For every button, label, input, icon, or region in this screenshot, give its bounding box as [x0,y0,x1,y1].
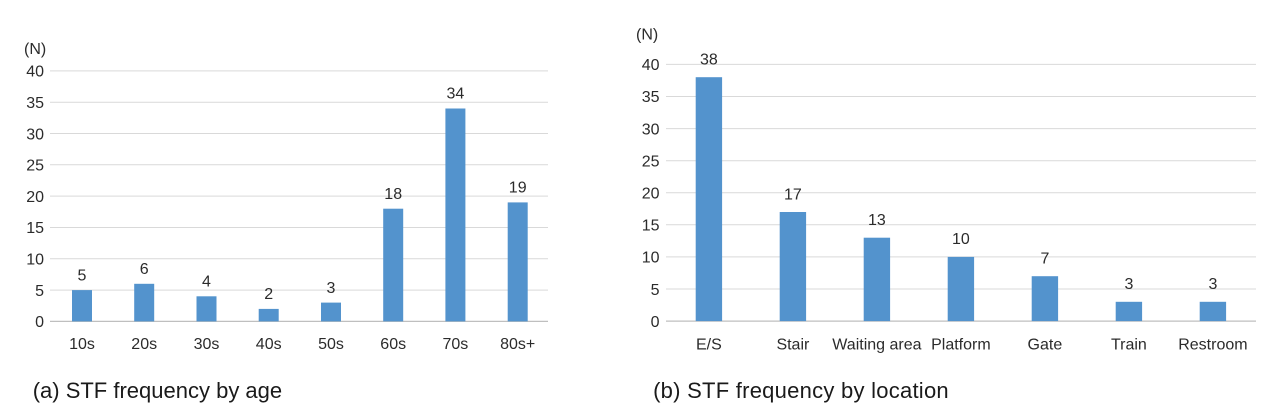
svg-text:30: 30 [26,126,44,143]
svg-text:6: 6 [140,261,149,278]
svg-text:13: 13 [868,212,886,229]
svg-text:38: 38 [700,52,718,69]
svg-text:3: 3 [1124,276,1133,293]
svg-text:30s: 30s [194,336,220,353]
svg-text:7: 7 [1040,250,1049,267]
svg-text:35: 35 [642,89,660,106]
svg-text:15: 15 [26,220,44,237]
svg-text:25: 25 [642,153,660,170]
svg-text:40: 40 [642,57,660,74]
svg-text:70s: 70s [443,336,469,353]
svg-text:25: 25 [26,158,44,175]
svg-text:50s: 50s [318,336,344,353]
svg-text:34: 34 [447,86,465,103]
svg-text:(N): (N) [24,41,46,58]
svg-text:E/S: E/S [696,336,722,353]
svg-text:40s: 40s [256,336,282,353]
svg-text:0: 0 [651,314,660,331]
svg-text:80s+: 80s+ [500,336,535,353]
svg-text:(b) STF frequency by location: (b) STF frequency by location [653,378,949,403]
svg-text:19: 19 [509,180,527,197]
svg-text:2: 2 [264,286,273,303]
svg-text:(N): (N) [636,27,658,44]
svg-text:10s: 10s [69,336,95,353]
svg-text:Stair: Stair [776,336,810,353]
svg-text:18: 18 [384,186,402,203]
svg-text:10: 10 [952,231,970,248]
svg-text:5: 5 [35,283,44,300]
svg-text:30: 30 [642,121,660,138]
svg-text:3: 3 [327,280,336,297]
svg-text:20: 20 [26,189,44,206]
svg-text:3: 3 [1208,276,1217,293]
svg-text:17: 17 [784,186,802,203]
svg-text:Platform: Platform [931,336,991,353]
svg-text:Restroom: Restroom [1178,336,1247,353]
svg-text:0: 0 [35,314,44,331]
svg-text:60s: 60s [380,336,406,353]
svg-text:Gate: Gate [1028,336,1063,353]
svg-text:5: 5 [78,267,87,284]
svg-text:5: 5 [651,282,660,299]
svg-text:40: 40 [26,64,44,81]
svg-text:Waiting area: Waiting area [832,336,921,353]
svg-text:10: 10 [642,250,660,267]
svg-text:4: 4 [202,274,211,291]
svg-text:15: 15 [642,218,660,235]
svg-text:(a) STF frequency by age: (a) STF frequency by age [33,378,282,403]
svg-text:35: 35 [26,95,44,112]
svg-text:10: 10 [26,252,44,269]
svg-text:20s: 20s [131,336,157,353]
svg-text:20: 20 [642,186,660,203]
svg-text:Train: Train [1111,336,1147,353]
